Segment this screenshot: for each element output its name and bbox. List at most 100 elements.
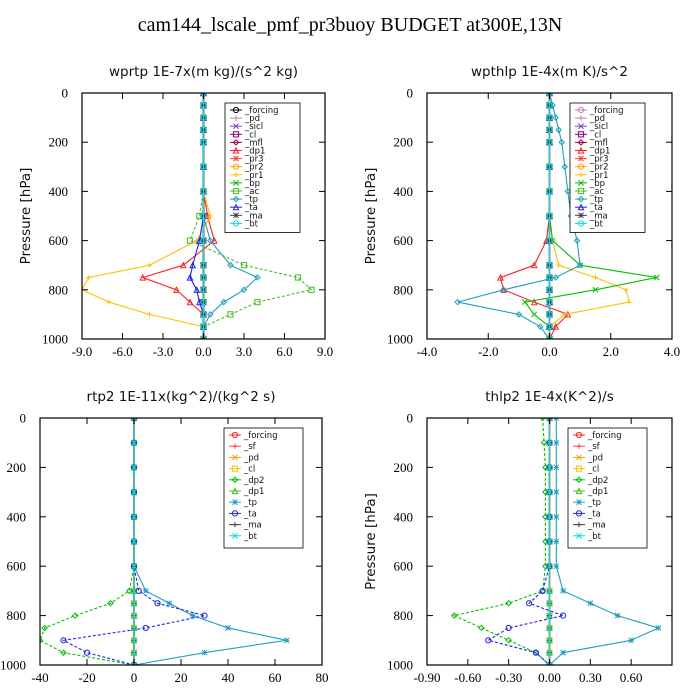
legend-entry: _pd (587, 453, 603, 463)
legend-entry: _bt (243, 532, 258, 542)
legend-marker (232, 203, 240, 211)
plot-area (450, 418, 662, 665)
data-point (207, 213, 213, 219)
data-point (552, 114, 559, 121)
legend-entry: _cl (589, 130, 601, 140)
data-point (531, 311, 538, 318)
legend-entry: _pd (244, 114, 260, 124)
panel-wpthlp: wpthlp 1E-4x(m K)/s^2 Pressure [hPa] -4.0 -… (363, 64, 680, 359)
data-point (546, 439, 553, 446)
legend-entry: _bp (244, 179, 260, 189)
data-point (227, 311, 234, 318)
legend-entry: _cl (587, 465, 599, 475)
data-point (546, 637, 553, 644)
legend-marker (578, 115, 584, 121)
legend-marker (232, 443, 238, 449)
x-tick-label: -0.90 (413, 670, 440, 685)
data-point (561, 163, 569, 171)
y-tick-label: 1000 (42, 332, 68, 347)
legend-marker (231, 465, 239, 472)
legend-marker (233, 123, 239, 130)
data-point (283, 637, 290, 644)
data-point (200, 311, 207, 318)
data-point (546, 126, 553, 133)
data-point (200, 237, 207, 244)
legend-marker (576, 443, 582, 449)
x-tick-label: 3.0 (236, 344, 252, 359)
legend-entry: _ac (244, 187, 259, 197)
data-point (546, 563, 553, 570)
x-tick-label: 0.30 (579, 670, 602, 685)
x-tick-label: -40 (31, 670, 48, 685)
plot-area (454, 93, 660, 339)
legend-marker (578, 212, 584, 219)
legend-box (567, 427, 648, 549)
data-point (227, 261, 234, 269)
x-tick-label: 0.60 (620, 670, 643, 685)
data-point (655, 625, 662, 631)
y-tick-label: 200 (394, 135, 414, 150)
x-tick-label: 2.0 (603, 344, 619, 359)
data-point (623, 287, 629, 293)
y-tick-label: 400 (394, 509, 414, 524)
data-point (539, 418, 547, 422)
data-point (201, 649, 208, 656)
data-point (553, 538, 560, 545)
data-point (173, 286, 180, 293)
legend-marker (576, 522, 582, 528)
data-point (201, 612, 208, 619)
series-line-ta (486, 418, 566, 665)
x-tick-label: -4.0 (417, 344, 438, 359)
data-point (560, 587, 567, 594)
data-point (131, 624, 137, 631)
legend-marker (233, 179, 239, 186)
data-point (546, 102, 553, 109)
x-tick-label: -6.0 (112, 344, 133, 359)
panel-title: wprtp 1E-7x(m kg)/(s^2 kg) (109, 64, 298, 80)
legend-marker (576, 499, 582, 506)
legend-entry: _bt (244, 219, 259, 229)
legend-marker (232, 532, 238, 539)
data-point (546, 139, 553, 146)
legend-entry: _pr3 (244, 155, 264, 165)
legend-marker (577, 195, 585, 203)
legend-entry: _sicl (589, 122, 608, 132)
data-point (200, 262, 207, 269)
y-axis-label: Pressure [hPa] (18, 168, 34, 265)
data-point (546, 513, 553, 520)
legend-marker (578, 179, 584, 186)
data-point (60, 637, 67, 644)
legend-marker (577, 203, 585, 211)
data-point (125, 587, 133, 595)
y-tick-label: 200 (49, 135, 69, 150)
x-tick-label: -0.30 (495, 670, 522, 685)
legend-marker (576, 532, 582, 539)
x-tick-label: -3.0 (153, 344, 174, 359)
legend-entry: _ta (587, 509, 601, 519)
data-point (546, 335, 553, 339)
legend-entry: _ma (587, 521, 606, 531)
legend-marker (578, 155, 584, 162)
x-tick-label: 80 (316, 670, 329, 685)
data-point (485, 637, 492, 644)
data-point (546, 163, 553, 170)
data-point (131, 612, 137, 619)
data-point (131, 662, 137, 665)
data-point (200, 323, 207, 330)
x-tick-label: -9.0 (72, 344, 93, 359)
y-tick-label: 0 (407, 411, 414, 426)
data-point (189, 261, 197, 269)
data-point (556, 262, 562, 268)
y-tick-label: 800 (394, 608, 414, 623)
legend-entry: _dp1 (589, 147, 610, 157)
data-point (200, 188, 207, 195)
legend-entry: _ma (244, 211, 263, 221)
legend-entry: _dp1 (244, 147, 265, 157)
data-point (454, 298, 461, 306)
panel-rtp2: rtp2 1E-11x(kg^2)/(kg^2 s)Pressure [hPa]… (0, 389, 329, 685)
data-point (592, 274, 599, 281)
data-point (546, 274, 553, 281)
data-point (83, 649, 91, 656)
data-point (86, 274, 92, 281)
x-tick-label: 40 (222, 670, 235, 685)
